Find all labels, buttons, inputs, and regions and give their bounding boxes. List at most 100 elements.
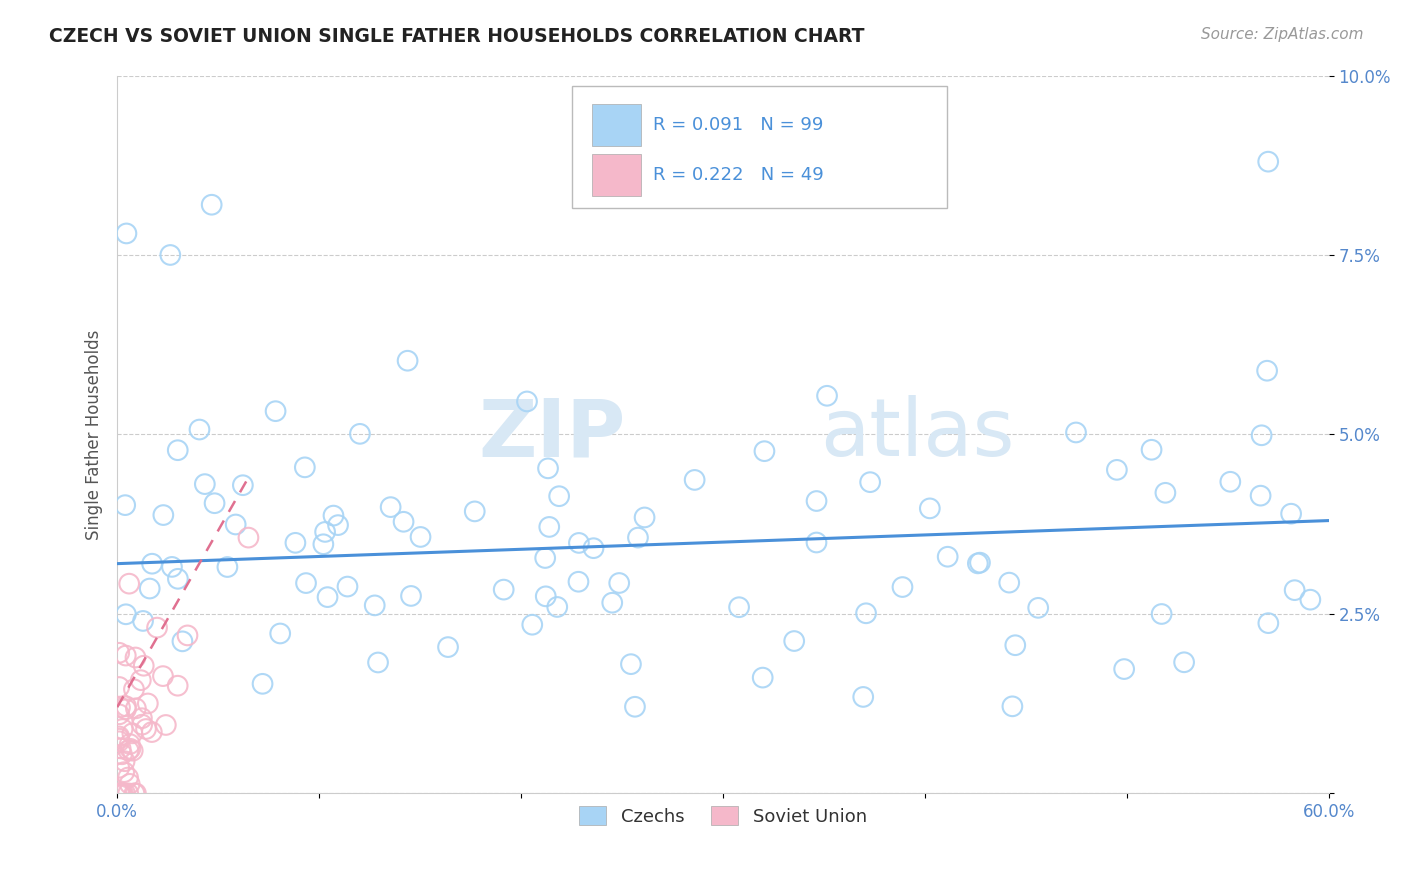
Point	[399, 589, 422, 603]
Point	[548, 489, 571, 503]
Point	[129, 673, 152, 688]
Point	[120, 741, 142, 756]
Point	[108, 707, 131, 722]
Point	[516, 394, 538, 409]
Point	[108, 646, 131, 660]
Point	[114, 648, 136, 663]
Point	[159, 248, 181, 262]
Point	[1173, 655, 1195, 669]
Point	[1154, 485, 1177, 500]
Point	[683, 473, 706, 487]
Point	[633, 510, 655, 524]
Point	[117, 743, 139, 757]
Point	[111, 786, 134, 800]
Point	[806, 494, 828, 508]
Text: R = 0.091   N = 99: R = 0.091 N = 99	[652, 116, 823, 134]
Point	[464, 504, 486, 518]
Point	[146, 621, 169, 635]
Point	[166, 443, 188, 458]
Point	[294, 460, 316, 475]
Point	[111, 722, 134, 736]
Point	[380, 500, 402, 515]
Point	[534, 590, 557, 604]
Point	[568, 536, 591, 550]
Point	[110, 741, 132, 756]
Point	[114, 786, 136, 800]
Point	[141, 557, 163, 571]
Point	[326, 518, 349, 533]
Point	[891, 580, 914, 594]
Point	[232, 478, 254, 492]
Point	[110, 786, 132, 800]
Point	[852, 690, 875, 704]
Point	[582, 541, 605, 556]
Point	[806, 535, 828, 549]
Point	[1001, 699, 1024, 714]
Point	[918, 501, 941, 516]
Text: CZECH VS SOVIET UNION SINGLE FATHER HOUSEHOLDS CORRELATION CHART: CZECH VS SOVIET UNION SINGLE FATHER HOUS…	[49, 27, 865, 45]
Point	[111, 747, 134, 762]
Point	[998, 575, 1021, 590]
Text: R = 0.222   N = 49: R = 0.222 N = 49	[652, 166, 824, 185]
Point	[194, 477, 217, 491]
Point	[364, 599, 387, 613]
Point	[1250, 489, 1272, 503]
FancyBboxPatch shape	[592, 154, 641, 196]
Point	[546, 599, 568, 614]
Point	[1150, 607, 1173, 621]
Point	[132, 614, 155, 628]
Point	[111, 786, 134, 800]
Point	[1219, 475, 1241, 489]
Point	[409, 530, 432, 544]
Point	[1299, 592, 1322, 607]
Point	[167, 572, 190, 586]
Point	[969, 556, 991, 570]
Point	[108, 730, 131, 744]
Point	[160, 560, 183, 574]
Point	[166, 679, 188, 693]
Text: atlas: atlas	[820, 395, 1014, 474]
Point	[172, 634, 194, 648]
Point	[108, 680, 131, 694]
Point	[1257, 154, 1279, 169]
Point	[125, 701, 148, 715]
Point	[124, 650, 146, 665]
Point	[367, 656, 389, 670]
Point	[522, 617, 544, 632]
Point	[312, 537, 335, 551]
Point	[600, 596, 623, 610]
FancyBboxPatch shape	[592, 104, 641, 146]
Point	[537, 461, 560, 475]
Point	[783, 634, 806, 648]
Point	[936, 549, 959, 564]
Point	[131, 717, 153, 731]
Point	[349, 426, 371, 441]
Point	[336, 580, 359, 594]
Text: ZIP: ZIP	[479, 395, 626, 474]
Point	[108, 734, 131, 748]
Point	[728, 600, 751, 615]
Point	[108, 786, 131, 800]
Point	[314, 524, 336, 539]
Point	[627, 531, 650, 545]
Point	[392, 515, 415, 529]
Point	[238, 531, 260, 545]
Point	[117, 771, 139, 785]
Text: Source: ZipAtlas.com: Source: ZipAtlas.com	[1201, 27, 1364, 42]
Point	[114, 498, 136, 512]
Point	[437, 640, 460, 654]
Point	[152, 669, 174, 683]
Point	[108, 761, 131, 775]
Point	[115, 227, 138, 241]
Point	[322, 508, 344, 523]
Y-axis label: Single Father Households: Single Father Households	[86, 329, 103, 540]
Point	[264, 404, 287, 418]
Point	[269, 626, 291, 640]
Point	[815, 389, 838, 403]
Point	[225, 517, 247, 532]
Point	[396, 353, 419, 368]
Point	[108, 731, 131, 746]
Point	[115, 699, 138, 714]
Point	[118, 737, 141, 751]
Point	[538, 520, 561, 534]
